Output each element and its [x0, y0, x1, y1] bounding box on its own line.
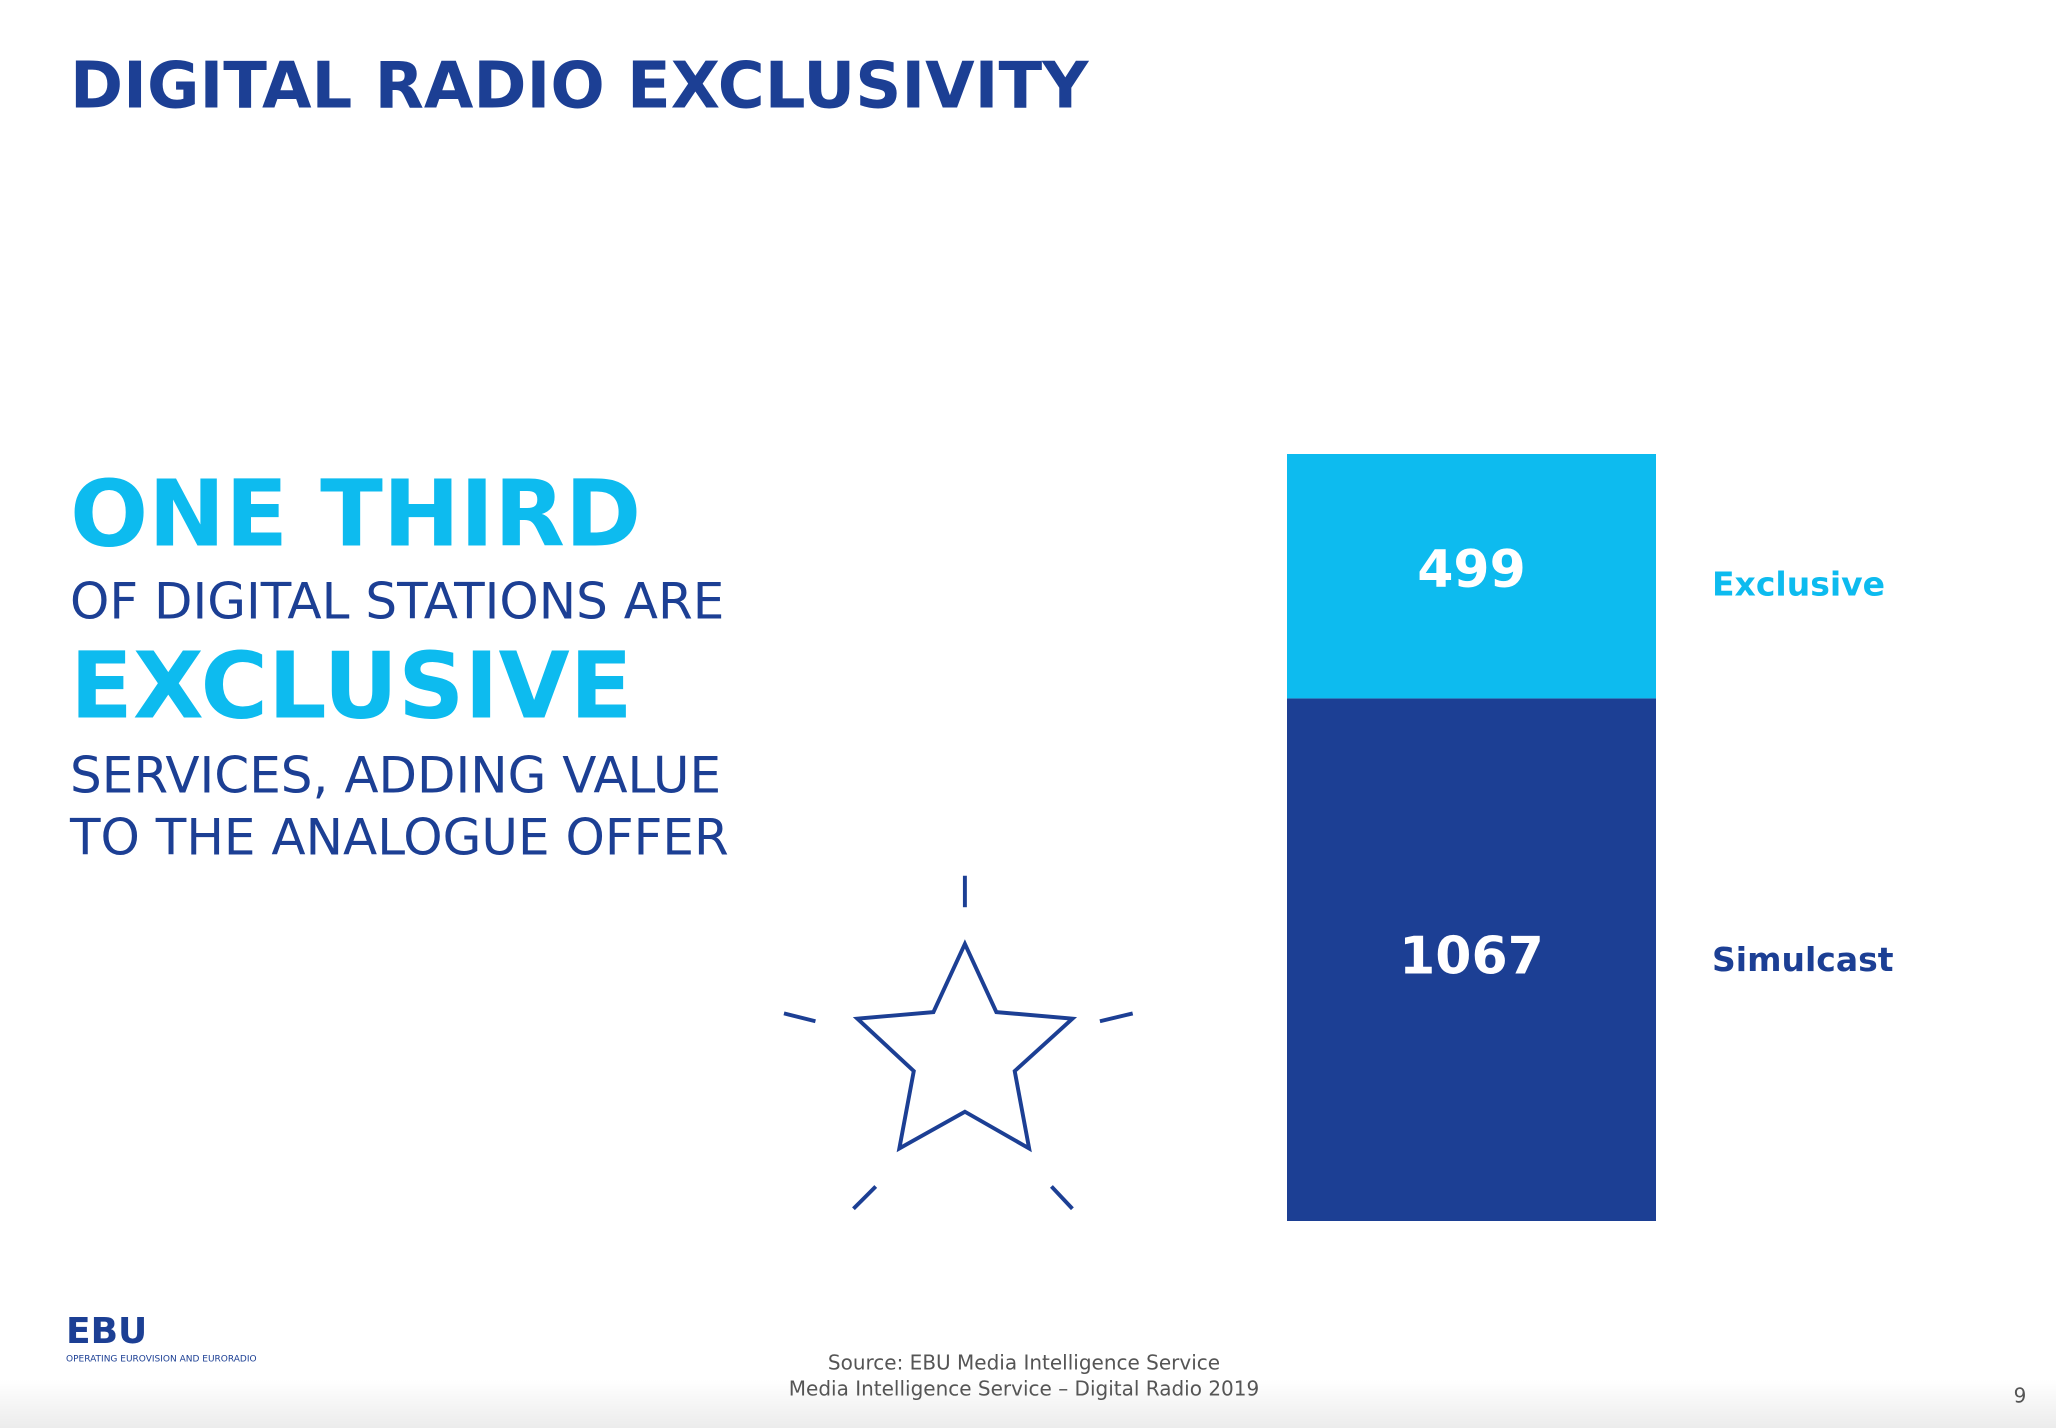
headline-line: OF DIGITAL STATIONS ARE [70, 573, 724, 631]
headline-line: SERVICES, ADDING VALUE [70, 747, 721, 805]
legend-label: Exclusive [1712, 565, 1885, 604]
footer-band [0, 1380, 2056, 1428]
page-number: 9 [2014, 1384, 2027, 1408]
data-label: 499 [1417, 540, 1526, 600]
bar-segment [1287, 698, 1656, 1221]
source-line: Source: EBU Media Intelligence Service [828, 1351, 1220, 1375]
legend-label: Simulcast [1712, 940, 1894, 979]
bar-segment [1287, 454, 1656, 699]
slide-title: DIGITAL RADIO EXCLUSIVITY [70, 50, 1089, 124]
headline-line: TO THE ANALOGUE OFFER [69, 809, 729, 867]
chart: 1067 Simulcast 499 Exclusive [1287, 454, 1894, 1221]
headline-strong: EXCLUSIVE [70, 632, 633, 739]
star-icon [783, 875, 1134, 1211]
source-line: Media Intelligence Service – Digital Rad… [789, 1377, 1259, 1401]
data-label: 1067 [1399, 927, 1544, 987]
logo-name: EBU [66, 1311, 147, 1352]
headline-strong: ONE THIRD [70, 460, 641, 567]
logo-tagline: OPERATING EUROVISION AND EURORADIO [66, 1355, 257, 1365]
